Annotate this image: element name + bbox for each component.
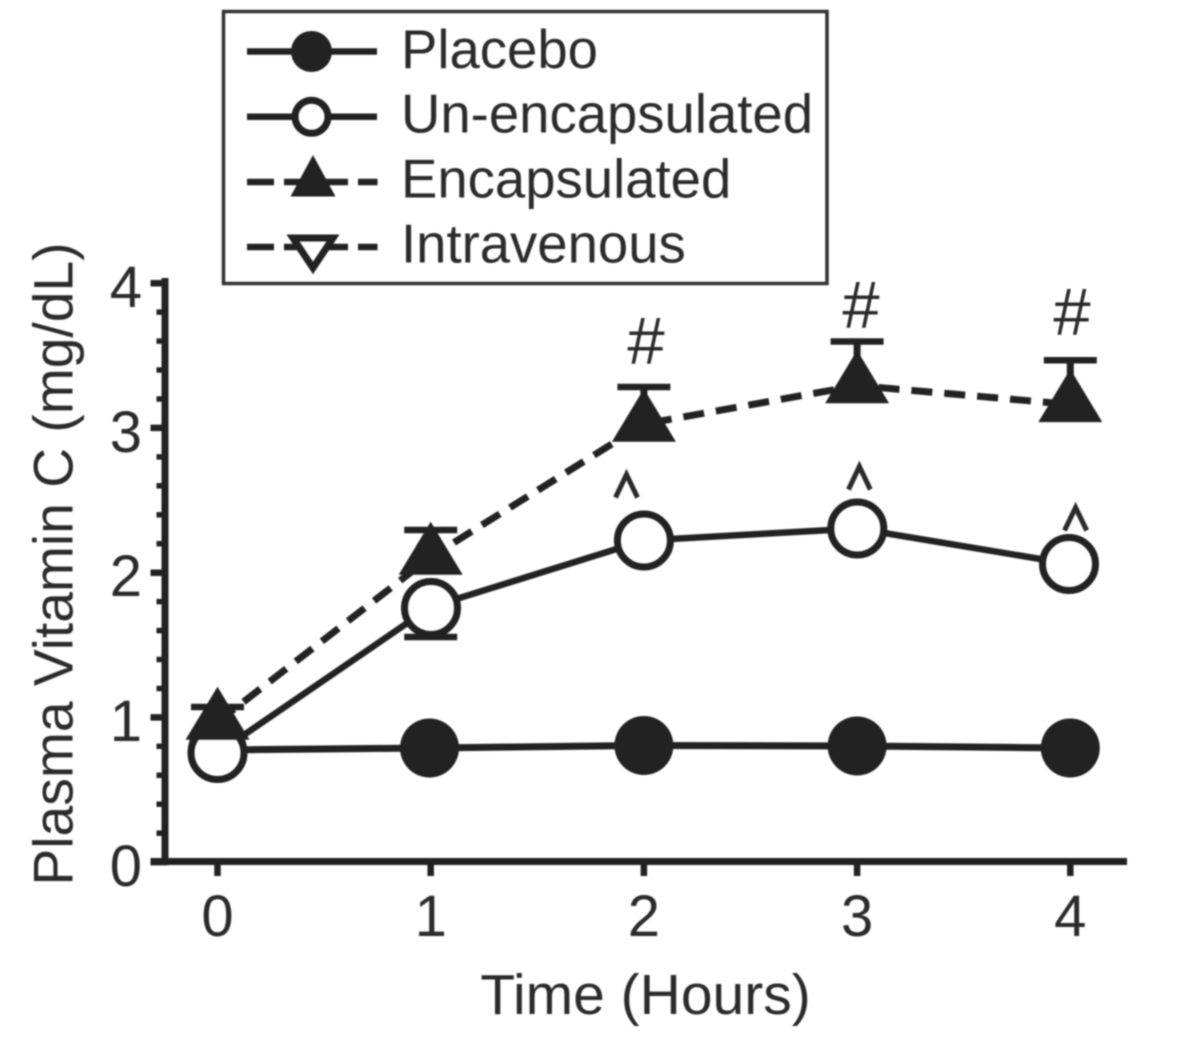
svg-text:#: # (842, 268, 879, 343)
svg-text:#: # (1053, 275, 1090, 350)
svg-text:4: 4 (1054, 884, 1086, 949)
svg-text:Intravenous: Intravenous (401, 214, 686, 275)
svg-text:Un-encapsulated: Un-encapsulated (401, 84, 813, 145)
svg-text:Encapsulated: Encapsulated (401, 149, 731, 210)
svg-text:Placebo: Placebo (401, 19, 598, 80)
svg-text:Plasma Vitamin C (mg/dL): Plasma Vitamin C (mg/dL) (23, 242, 85, 885)
svg-text:3: 3 (841, 884, 873, 949)
svg-text:1: 1 (415, 884, 447, 949)
svg-text:2: 2 (628, 884, 660, 949)
svg-text:0: 0 (201, 884, 233, 949)
svg-text:3: 3 (110, 400, 142, 465)
svg-text:0: 0 (110, 834, 142, 899)
svg-text:#: # (627, 304, 664, 379)
svg-text:4: 4 (110, 255, 142, 320)
svg-text:1: 1 (110, 689, 142, 754)
svg-text:2: 2 (110, 544, 142, 609)
svg-text:Time (Hours): Time (Hours) (480, 963, 810, 1027)
